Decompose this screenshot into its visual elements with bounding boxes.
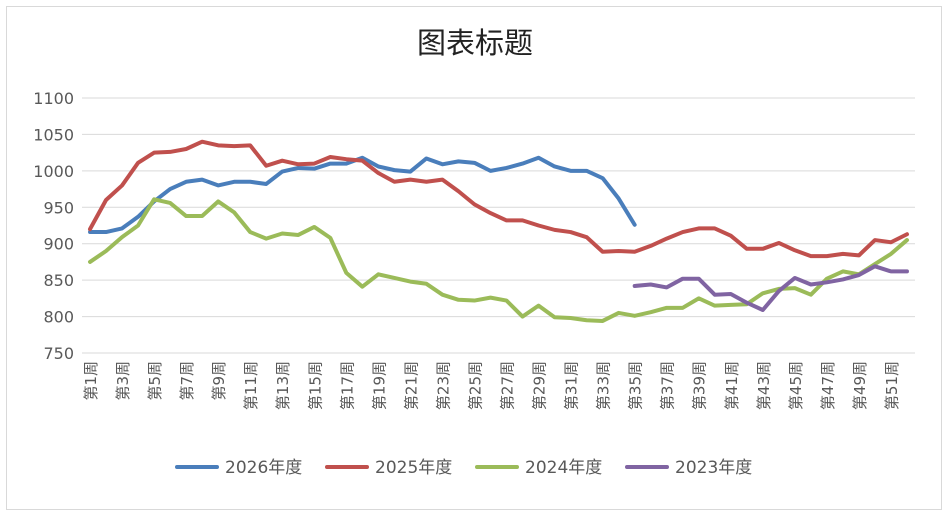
y-tick-label: 800 [43, 308, 74, 327]
x-tick-label: 第31周 [563, 361, 581, 410]
x-tick-label: 第7周 [178, 361, 196, 401]
x-tick-label: 第45周 [787, 361, 805, 410]
x-tick-label: 第35周 [627, 361, 645, 410]
series-lines [88, 139, 909, 323]
y-tick-label: 950 [43, 198, 74, 217]
x-tick-label: 第15周 [306, 361, 324, 410]
x-tick-label: 第37周 [659, 361, 677, 410]
chart-title: 图表标题 [417, 26, 533, 60]
x-tick-label: 第19周 [370, 361, 388, 410]
x-tick-label: 第29周 [531, 361, 549, 410]
x-tick-label: 第5周 [146, 361, 164, 401]
y-axis-tick-labels: 750 800 850 900 950 1000 1050 1100 [33, 89, 74, 363]
x-tick-label: 第1周 [82, 361, 100, 401]
y-tick-label: 1000 [33, 162, 74, 181]
grid-lines [82, 97, 915, 354]
y-tick-label: 1100 [33, 89, 74, 108]
x-tick-label: 第21周 [402, 361, 420, 410]
x-tick-label: 第47周 [819, 361, 837, 410]
y-tick-label: 900 [43, 235, 74, 254]
x-tick-label: 第49周 [851, 361, 869, 410]
legend-label: 2023年度 [675, 458, 752, 478]
series-line-3 [88, 197, 909, 323]
x-tick-label: 第23周 [434, 361, 452, 410]
y-tick-label: 850 [43, 271, 74, 290]
x-tick-label: 第25周 [466, 361, 484, 410]
legend-label: 2026年度 [225, 458, 302, 478]
line-chart: 图表标题 750800850900950100010501100 第1周 第3周第… [33, 26, 915, 478]
legend: 2026年度 2025年度 2024年度 2023年度 [175, 458, 752, 478]
x-tick-label: 第43周 [755, 361, 773, 410]
x-tick-label: 第33周 [595, 361, 613, 410]
legend-label: 2024年度 [525, 458, 602, 478]
x-tick-label: 第3周 [114, 361, 132, 401]
series-line-1 [88, 155, 637, 235]
x-tick-label: 第39周 [691, 361, 709, 410]
x-tick-label: 第17周 [338, 361, 356, 410]
x-tick-label: 第13周 [274, 361, 292, 410]
legend-label: 2025年度 [375, 458, 452, 478]
y-tick-label: 1050 [33, 125, 74, 144]
x-axis-tick-labels: 第1周 第3周 第5周 第7周 第9周 第11周 第13周 第15周 第17周 第19周 第21周第… [82, 361, 901, 410]
y-tick-label: 750 [43, 344, 74, 363]
x-tick-label: 第9周 [210, 361, 228, 401]
chart-frame: 图表标题 750 800 850 900 950 1000 1050 1100 第1周 第3周第… [6, 6, 942, 510]
series-line-2 [88, 139, 909, 259]
x-tick-label: 第27周 [499, 361, 517, 410]
x-tick-label: 第11周 [242, 361, 260, 410]
series-line-4 [632, 264, 909, 313]
x-tick-label: 第41周 [723, 361, 741, 410]
x-tick-label: 第51周 [883, 361, 901, 410]
